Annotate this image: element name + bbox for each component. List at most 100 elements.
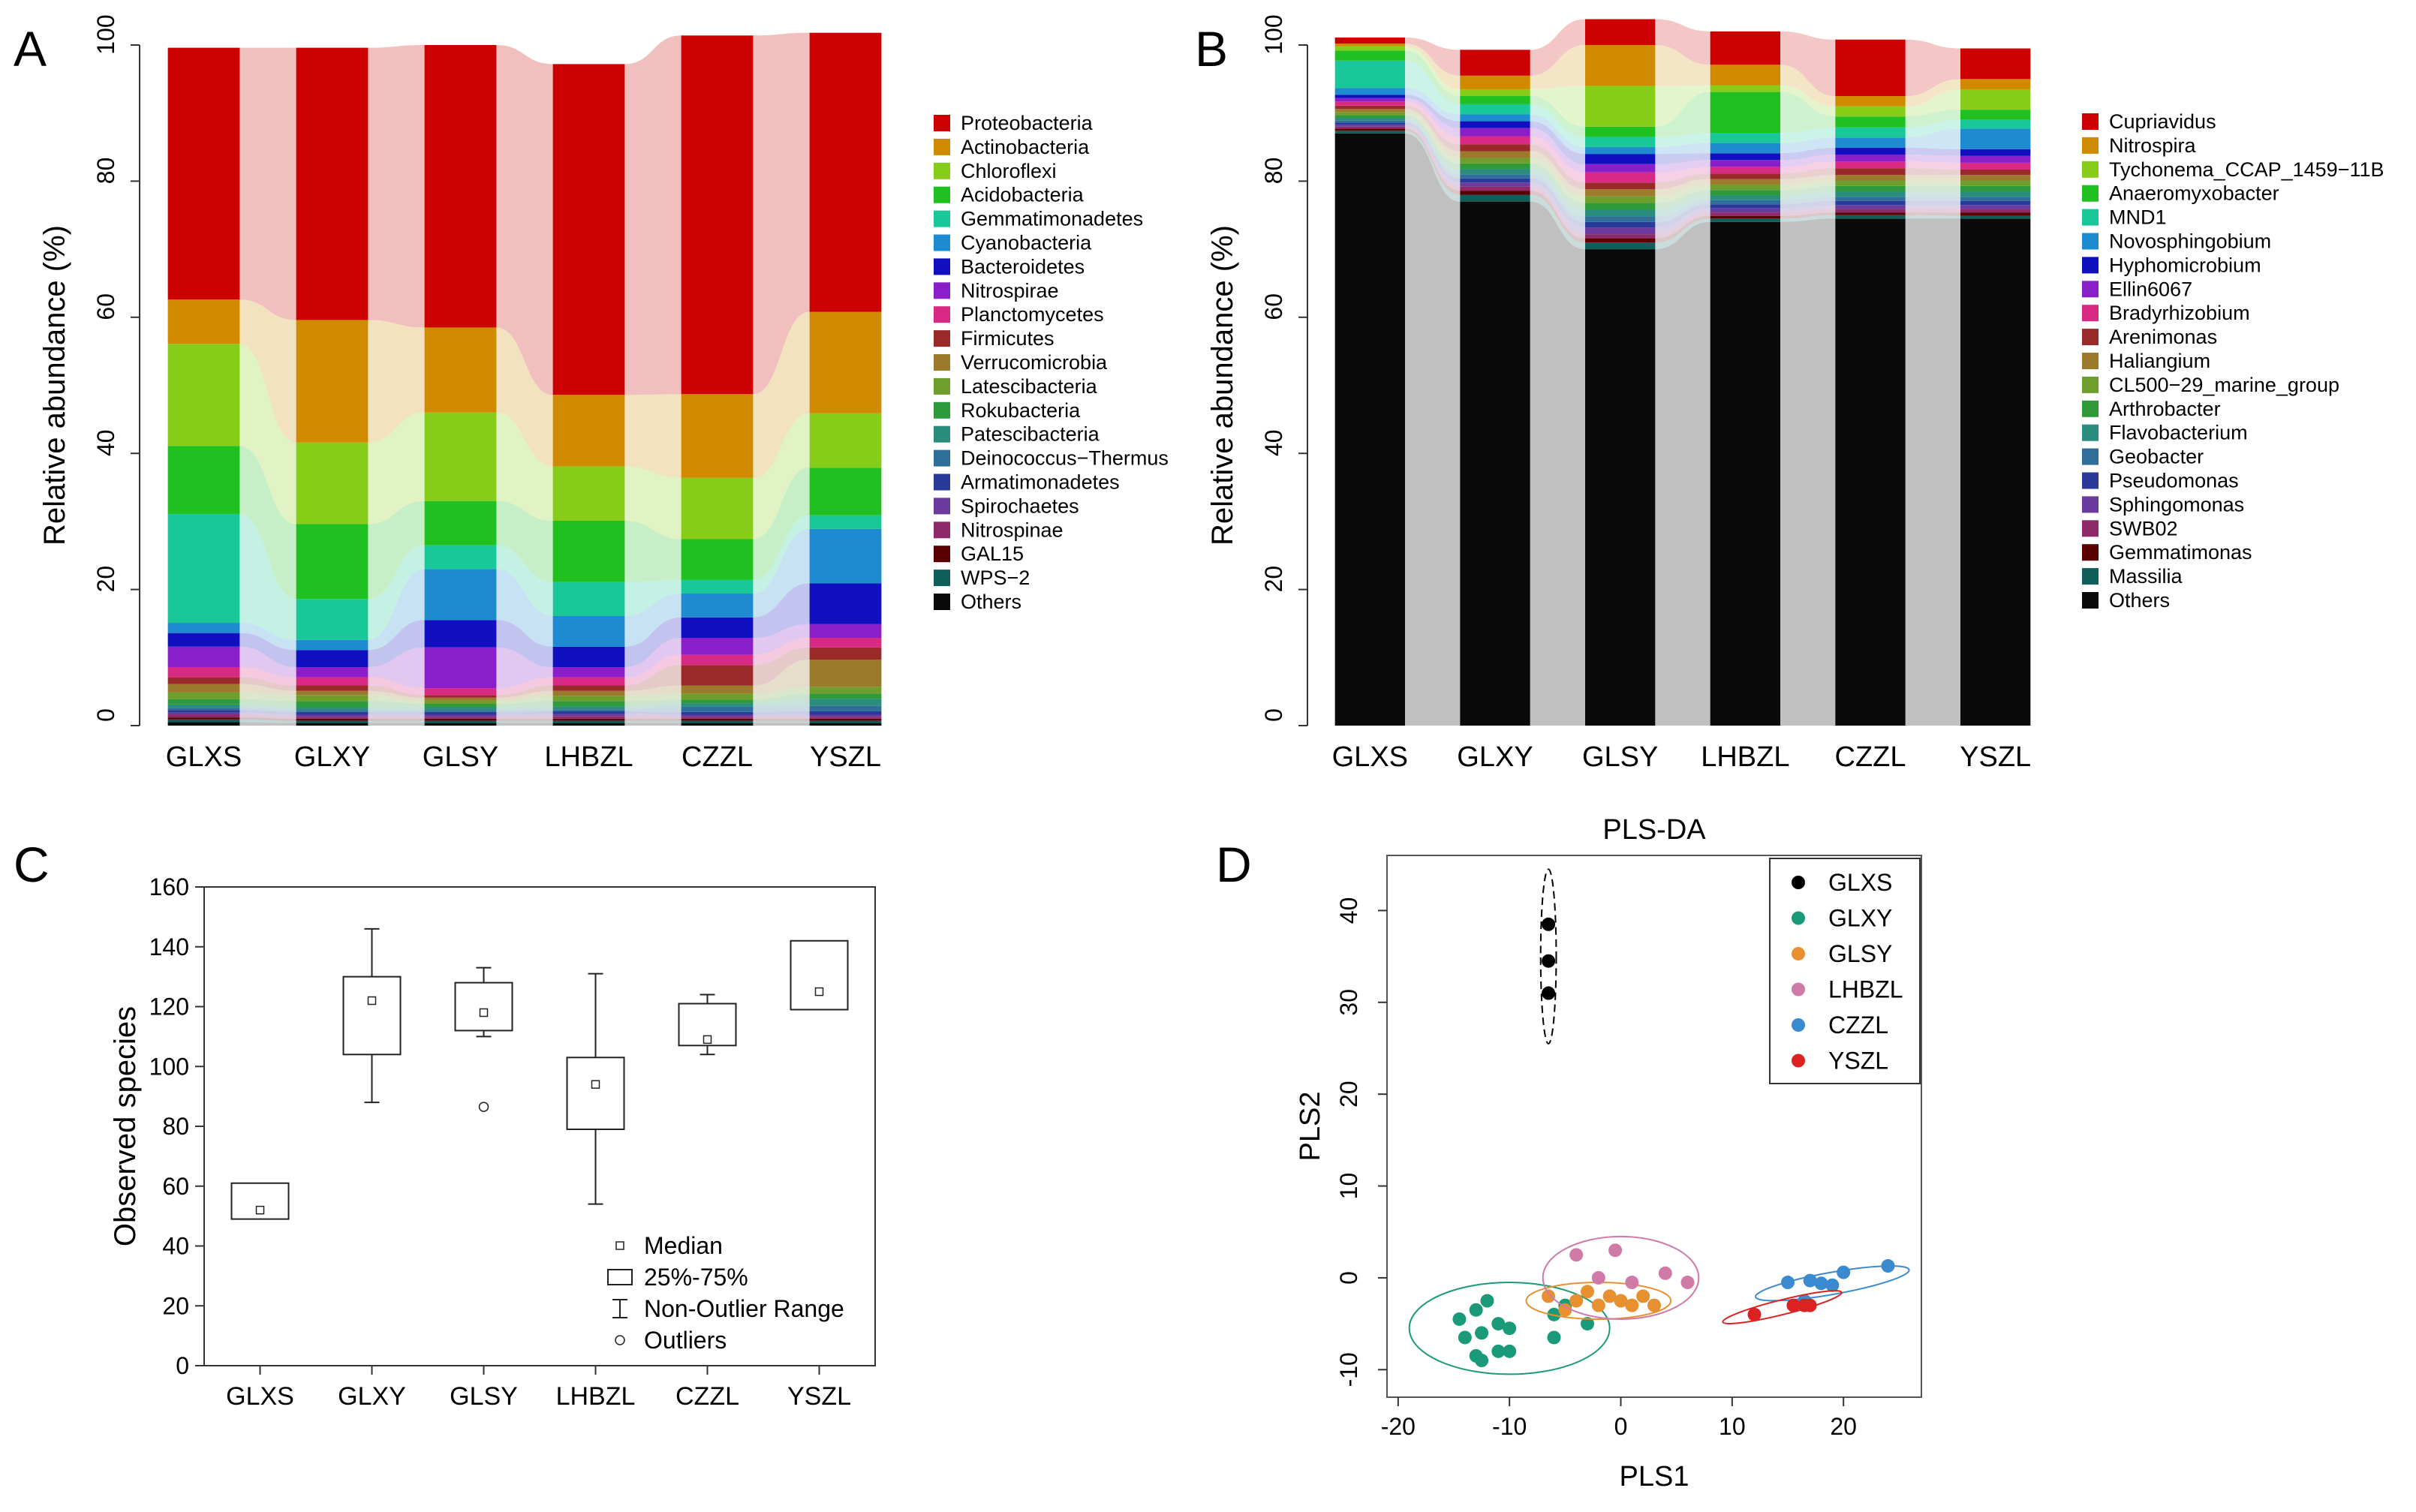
- legend-label-others: Others: [2109, 589, 2170, 612]
- legend-label-haliangium: Haliangium: [2109, 350, 2210, 372]
- flow-ribbon-flavobacterium-2: [1530, 169, 1585, 217]
- flow-ribbon-spirochaetes-2: [368, 714, 425, 717]
- bar-armatimonadetes-glxy: [296, 711, 369, 715]
- bar-tychonema-ccap-1459-11b-lhbzl: [1710, 85, 1780, 92]
- bar-latescibacteria-lhbzl: [552, 696, 625, 702]
- bar-gemmatimonadetes-glxy: [296, 599, 369, 640]
- legend-marker-czzl: [1792, 1018, 1805, 1032]
- x-tick-label: 0: [1614, 1413, 1628, 1440]
- flow-ribbon-firmicutes-5: [753, 647, 810, 686]
- legend-label-ellin6067: Ellin6067: [2109, 278, 2192, 300]
- flow-ribbon-deinococcus-thermus-5: [753, 705, 810, 712]
- plot-frame: [203, 886, 876, 1366]
- y-tick-label: -10: [1335, 1352, 1362, 1387]
- flow-ribbon-ellin6067-1: [1405, 98, 1461, 137]
- flow-ribbon-massilia-5: [1905, 215, 1960, 219]
- flow-ribbon-sphingomonas-3: [1655, 208, 1710, 235]
- bar-spirochaetes-yszl: [809, 714, 882, 717]
- bar-cyanobacteria-czzl: [681, 594, 754, 618]
- bar-cyanobacteria-glxy: [296, 639, 369, 651]
- flow-ribbon-chloroflexi-2: [368, 412, 425, 525]
- point-glxs: [1542, 917, 1556, 931]
- bar-nitrospirae-czzl: [681, 637, 754, 655]
- flow-ribbon-latescibacteria-4: [624, 693, 681, 702]
- flow-ribbon-hyphomicrobium-2: [1530, 121, 1585, 164]
- flow-ribbon-mnd1-5: [1905, 119, 1960, 138]
- bar-wps-2-glxy: [296, 720, 369, 723]
- bar-swb02-czzl: [1835, 209, 1906, 213]
- bar-anaeromyxobacter-yszl: [1960, 110, 2031, 120]
- legend-label-proteobacteria: Proteobacteria: [961, 112, 1094, 134]
- legend-label-rokubacteria: Rokubacteria: [961, 399, 1081, 422]
- flow-ribbon-firmicutes-2: [368, 685, 425, 698]
- flow-ribbon-hyphomicrobium-1: [1405, 95, 1461, 128]
- box-lhbzl: [566, 1057, 625, 1130]
- point-czzl: [1781, 1276, 1795, 1290]
- bar-novosphingobium-lhbzl: [1710, 143, 1780, 154]
- legend-swatch-nitrospira: [2082, 137, 2099, 154]
- bar-geobacter-lhbzl: [1710, 200, 1780, 205]
- point-glxy: [1469, 1303, 1483, 1317]
- flow-ribbon-arenimonas-1: [1405, 105, 1461, 152]
- legend-swatch-others: [2082, 592, 2099, 609]
- bar-cupriavidus-lhbzl: [1710, 31, 1780, 65]
- bar-hyphomicrobium-glxs: [1334, 95, 1405, 98]
- bar-patescibacteria-lhbzl: [552, 706, 625, 710]
- flow-ribbon-haliangium-4: [1780, 175, 1836, 185]
- legend-label-chloroflexi: Chloroflexi: [961, 160, 1057, 182]
- flow-ribbon-mnd1-4: [1780, 127, 1836, 143]
- x-tick-label-glsy: GLSY: [450, 1382, 518, 1411]
- flow-ribbon-tychonema-ccap-1459-11b-1: [1405, 46, 1461, 97]
- bar-gemmatimonas-lhbzl: [1710, 215, 1780, 219]
- flow-ribbon-armatimonadetes-3: [496, 711, 553, 715]
- legend-label-nitrospirae: Nitrospirae: [961, 279, 1059, 302]
- flow-ribbon-deinococcus-thermus-3: [496, 709, 553, 712]
- flow-ribbon-pseudomonas-1: [1405, 122, 1461, 183]
- flow-ribbon-nitrospinae-2: [368, 717, 425, 719]
- confidence-ellipse-lhbzl: [1542, 1235, 1700, 1320]
- legend-swatch-nitrospirae: [934, 282, 950, 299]
- median-marker-yszl: [814, 987, 824, 996]
- bar-arthrobacter-lhbzl: [1710, 190, 1780, 196]
- flow-ribbon-nitrospira-4: [1780, 65, 1836, 107]
- point-glxy: [1452, 1312, 1467, 1326]
- flow-ribbon-arenimonas-2: [1530, 144, 1585, 190]
- legend-label-wps-2: WPS−2: [961, 567, 1030, 589]
- flow-ribbon-actinobacteria-5: [753, 311, 810, 478]
- point-glxy: [1475, 1326, 1489, 1340]
- bar-hyphomicrobium-yszl: [1960, 149, 2031, 156]
- bar-bacteroidetes-glxs: [167, 633, 240, 647]
- bar-spirochaetes-glsy: [424, 714, 497, 717]
- bar-mnd1-glxs: [1334, 60, 1405, 89]
- legend-box-symbol: [607, 1269, 633, 1285]
- flow-ribbon-tychonema-ccap-1459-11b-4: [1780, 85, 1836, 117]
- bar-spirochaetes-glxy: [296, 714, 369, 717]
- legend-swatch-proteobacteria: [934, 115, 950, 131]
- bar-nitrospirae-glxy: [296, 666, 369, 678]
- flow-ribbon-anaeromyxobacter-5: [1905, 110, 1960, 128]
- flow-ribbon-haliangium-5: [1905, 175, 1960, 181]
- legend-swatch-armatimonadetes: [934, 473, 950, 491]
- legend-label-sphingomonas: Sphingomonas: [2109, 493, 2244, 516]
- flow-ribbon-deinococcus-thermus-2: [368, 710, 425, 712]
- bar-armatimonadetes-glsy: [424, 711, 497, 715]
- bar-tychonema-ccap-1459-11b-glxy: [1460, 89, 1530, 97]
- flow-ribbon-cupriavidus-2: [1530, 19, 1585, 76]
- bar-planctomycetes-lhbzl: [552, 677, 625, 686]
- flow-ribbon-gemmatimonadetes-1: [239, 513, 296, 640]
- flow-ribbon-armatimonadetes-1: [239, 710, 296, 715]
- y-tick-label: 30: [1335, 989, 1362, 1016]
- bar-verrucomicrobia-glxs: [167, 684, 240, 693]
- bar-actinobacteria-glsy: [424, 327, 497, 413]
- flow-ribbon-gal15-4: [624, 718, 681, 721]
- bar-deinococcus-thermus-yszl: [809, 705, 882, 711]
- bar-gemmatimonas-glxy: [1460, 191, 1530, 195]
- bar-rokubacteria-czzl: [681, 699, 754, 704]
- point-glsy: [1569, 1294, 1584, 1308]
- y-tick-label: 120: [149, 993, 189, 1021]
- bar-planctomycetes-glsy: [424, 688, 497, 696]
- flow-ribbon-actinobacteria-2: [368, 320, 425, 443]
- box-yszl: [790, 939, 849, 1011]
- bar-swb02-glsy: [1585, 234, 1656, 239]
- legend-swatch-ellin6067: [2082, 281, 2099, 298]
